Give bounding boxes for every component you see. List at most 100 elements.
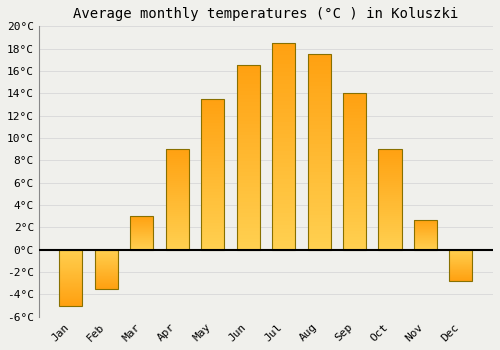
Bar: [450, 278, 472, 279]
Bar: [308, 58, 330, 62]
Bar: [201, 171, 224, 174]
Bar: [343, 200, 366, 203]
Bar: [378, 194, 402, 195]
Bar: [343, 93, 366, 250]
Bar: [343, 215, 366, 218]
Bar: [60, 288, 82, 289]
Bar: [378, 216, 402, 218]
Bar: [201, 120, 224, 123]
Bar: [272, 146, 295, 150]
Bar: [95, 282, 118, 284]
Bar: [450, 274, 472, 275]
Bar: [166, 202, 189, 203]
Bar: [166, 230, 189, 232]
Bar: [343, 247, 366, 250]
Bar: [308, 175, 330, 179]
Bar: [272, 60, 295, 64]
Bar: [166, 175, 189, 177]
Bar: [343, 168, 366, 172]
Bar: [236, 84, 260, 88]
Bar: [60, 300, 82, 301]
Bar: [95, 256, 118, 257]
Bar: [308, 113, 330, 117]
Bar: [201, 105, 224, 108]
Bar: [450, 269, 472, 270]
Bar: [378, 211, 402, 214]
Bar: [308, 117, 330, 121]
Bar: [236, 228, 260, 231]
Bar: [343, 228, 366, 231]
Bar: [130, 239, 154, 240]
Bar: [201, 183, 224, 187]
Bar: [272, 47, 295, 51]
Bar: [236, 132, 260, 135]
Bar: [414, 230, 437, 231]
Bar: [343, 225, 366, 228]
Bar: [272, 212, 295, 217]
Bar: [272, 72, 295, 76]
Bar: [95, 250, 118, 251]
Bar: [166, 186, 189, 187]
Bar: [343, 159, 366, 162]
Bar: [130, 231, 154, 232]
Bar: [414, 247, 437, 248]
Bar: [201, 232, 224, 235]
Bar: [130, 227, 154, 228]
Bar: [130, 243, 154, 244]
Bar: [308, 105, 330, 109]
Bar: [308, 187, 330, 191]
Bar: [343, 147, 366, 150]
Bar: [272, 221, 295, 225]
Bar: [272, 225, 295, 229]
Bar: [343, 118, 366, 121]
Bar: [166, 242, 189, 244]
Bar: [450, 264, 472, 265]
Bar: [95, 269, 118, 270]
Bar: [95, 272, 118, 273]
Bar: [60, 279, 82, 280]
Bar: [130, 224, 154, 225]
Bar: [378, 230, 402, 232]
Bar: [166, 155, 189, 157]
Bar: [236, 65, 260, 69]
Bar: [95, 252, 118, 253]
Bar: [60, 287, 82, 288]
Bar: [378, 234, 402, 236]
Bar: [450, 254, 472, 255]
Bar: [414, 235, 437, 236]
Bar: [343, 172, 366, 175]
Bar: [201, 217, 224, 219]
Bar: [236, 239, 260, 243]
Bar: [60, 271, 82, 272]
Bar: [343, 212, 366, 215]
Bar: [308, 82, 330, 85]
Bar: [166, 248, 189, 250]
Bar: [450, 250, 472, 251]
Bar: [201, 223, 224, 226]
Bar: [378, 163, 402, 165]
Bar: [201, 126, 224, 129]
Bar: [236, 246, 260, 250]
Bar: [95, 271, 118, 272]
Bar: [130, 236, 154, 237]
Bar: [272, 118, 295, 121]
Bar: [378, 167, 402, 169]
Bar: [272, 80, 295, 84]
Bar: [236, 91, 260, 95]
Bar: [272, 167, 295, 171]
Bar: [414, 219, 437, 220]
Bar: [60, 294, 82, 295]
Bar: [308, 78, 330, 82]
Bar: [95, 253, 118, 254]
Bar: [378, 151, 402, 153]
Bar: [60, 268, 82, 269]
Bar: [450, 251, 472, 252]
Bar: [272, 246, 295, 250]
Bar: [236, 124, 260, 128]
Bar: [343, 150, 366, 153]
Bar: [130, 229, 154, 230]
Bar: [236, 198, 260, 202]
Bar: [130, 233, 154, 234]
Bar: [236, 113, 260, 117]
Bar: [414, 220, 437, 221]
